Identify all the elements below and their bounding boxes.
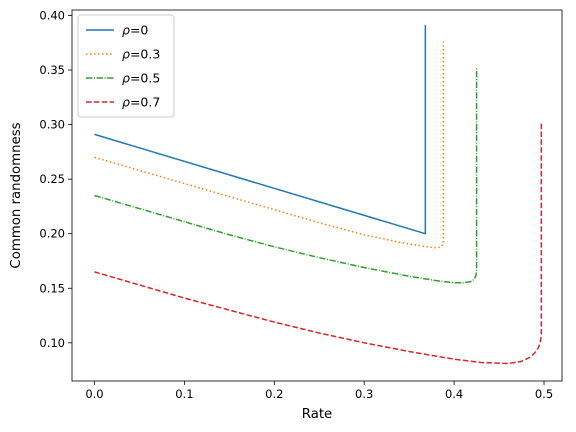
x-tick-label: 0.2 [265, 387, 283, 401]
x-tick-label: 0.4 [445, 387, 463, 401]
axes-frame [71, 9, 563, 382]
plot-area [94, 25, 543, 365]
y-tick-label: 0.40 [39, 8, 65, 22]
x-tick-label: 0.1 [175, 387, 193, 401]
y-tick-label: 0.30 [39, 118, 65, 132]
series-line-0 [94, 25, 427, 235]
y-tick-label: 0.20 [39, 227, 65, 241]
y-tick-label: 0.35 [39, 63, 65, 77]
legend-label: ρ=0.5 [122, 71, 160, 86]
legend: ρ=0 ρ=0.3 ρ=0.5 ρ=0.7 [77, 14, 175, 118]
y-tick-label: 0.25 [39, 172, 65, 186]
legend-label: ρ=0.3 [122, 47, 160, 62]
x-axis-label: Rate [302, 407, 333, 422]
x-axis: 0.0 0.1 0.2 0.3 0.4 0.5 [85, 381, 553, 401]
y-axis-label: Common randomness [9, 122, 24, 268]
series-line-3 [94, 123, 543, 365]
legend-label: ρ=0 [122, 23, 148, 38]
x-tick-label: 0.3 [355, 387, 373, 401]
x-tick-label: 0.0 [85, 387, 103, 401]
y-tick-label: 0.15 [39, 281, 65, 295]
series-line-2 [94, 67, 478, 284]
series-line-1 [94, 41, 445, 249]
legend-box [77, 14, 175, 118]
y-axis: 0.10 0.15 0.20 0.25 0.30 0.35 0.40 [39, 8, 72, 350]
y-tick-label: 0.10 [39, 336, 65, 350]
x-tick-label: 0.5 [535, 387, 553, 401]
legend-label: ρ=0.7 [122, 95, 160, 110]
